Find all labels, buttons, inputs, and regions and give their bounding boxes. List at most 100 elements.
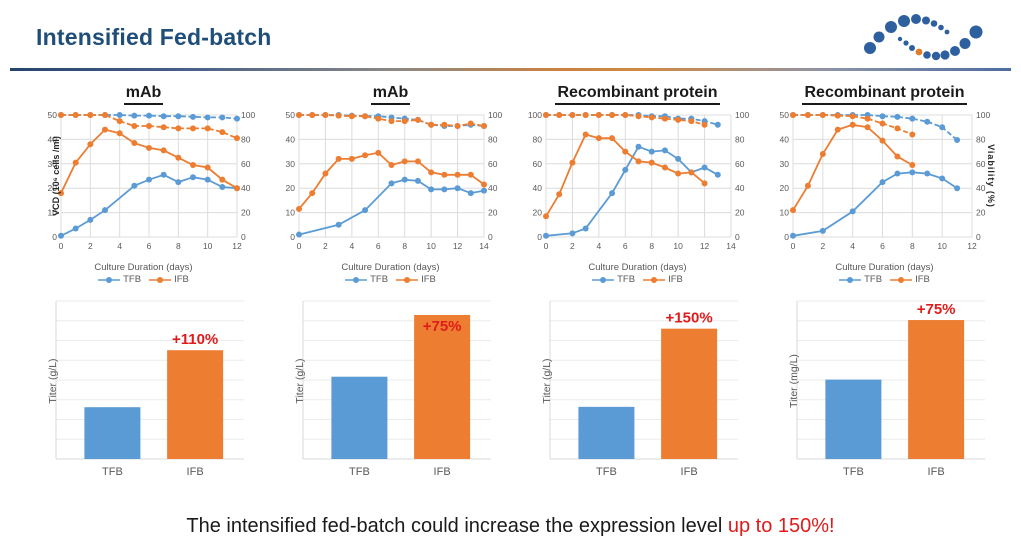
bar-category-label: IFB — [433, 466, 450, 478]
gridlines — [60, 114, 237, 238]
svg-text:30: 30 — [779, 159, 789, 169]
svg-text:6: 6 — [880, 241, 885, 251]
svg-text:20: 20 — [976, 208, 986, 218]
legend-label: TFB — [370, 274, 389, 285]
tick-labels: 0 20 40 60 80 100 0 20 40 60 80 100 0 2 4 6 8 10 12 14 — [527, 110, 749, 251]
line-chart: Viability (%) 0 10 20 30 40 50 0 20 40 60 80 100 0 2 4 6… — [766, 107, 1004, 264]
x-axis-label: Culture Duration (days) — [588, 262, 687, 273]
chart-column: Recombinant protein 0 20 40 60 80 100 0 20 40 60 80… — [516, 84, 759, 492]
svg-text:0: 0 — [290, 232, 295, 242]
legend-item-ifb: IFB — [396, 274, 436, 285]
legend-marker-icon — [98, 276, 121, 283]
header-divider — [10, 68, 1011, 71]
bar-chart: Titer (g/L) TFB IFB +150% — [534, 295, 742, 492]
series-tfb-viability — [789, 112, 960, 144]
svg-text:12: 12 — [967, 241, 977, 251]
company-logo-dots-icon — [864, 14, 983, 61]
chart-title: Recombinant protein — [802, 84, 967, 105]
legend-item-ifb: IFB — [643, 274, 683, 285]
legend-item-ifb: IFB — [149, 274, 189, 285]
increase-annotation: +75% — [916, 301, 955, 318]
legend-item-tfb: TFB — [592, 274, 635, 285]
svg-text:100: 100 — [527, 110, 541, 120]
bar-chart: Titer (g/L) TFB IFB +75% — [287, 295, 495, 492]
svg-text:0: 0 — [241, 232, 246, 242]
svg-text:0: 0 — [296, 241, 301, 251]
chart-title: mAb — [370, 84, 411, 105]
svg-text:80: 80 — [241, 134, 251, 144]
line-chart: 0 10 20 30 40 50 0 20 40 60 80 100 0 2 4 6 8 10 12 14 — [272, 107, 510, 264]
bar-tfb — [824, 379, 881, 459]
svg-text:10: 10 — [937, 241, 947, 251]
svg-text:14: 14 — [726, 241, 736, 251]
svg-text:10: 10 — [47, 208, 57, 218]
legend-item-ifb: IFB — [890, 274, 930, 285]
svg-text:2: 2 — [820, 241, 825, 251]
svg-text:10: 10 — [285, 208, 295, 218]
increase-annotation: +75% — [422, 318, 461, 335]
svg-text:30: 30 — [285, 159, 295, 169]
svg-text:0: 0 — [790, 241, 795, 251]
svg-text:40: 40 — [241, 183, 251, 193]
svg-text:2: 2 — [323, 241, 328, 251]
legend-label: IFB — [174, 274, 189, 285]
svg-text:60: 60 — [532, 159, 542, 169]
svg-text:20: 20 — [779, 183, 789, 193]
svg-text:12: 12 — [452, 241, 462, 251]
svg-text:80: 80 — [735, 134, 745, 144]
svg-text:100: 100 — [488, 110, 502, 120]
legend-label: TFB — [864, 274, 883, 285]
svg-text:60: 60 — [488, 159, 498, 169]
svg-text:80: 80 — [488, 134, 498, 144]
svg-text:20: 20 — [735, 208, 745, 218]
svg-text:0: 0 — [58, 241, 63, 251]
svg-text:8: 8 — [175, 241, 180, 251]
svg-text:8: 8 — [649, 241, 654, 251]
svg-text:40: 40 — [47, 134, 57, 144]
bar-chart: Titer (g/L) TFB IFB +110% — [40, 295, 248, 492]
svg-text:10: 10 — [779, 208, 789, 218]
svg-text:80: 80 — [532, 134, 542, 144]
bar-category-label: TFB — [843, 466, 864, 478]
series-ifb-vcd — [57, 126, 240, 197]
svg-text:40: 40 — [779, 134, 789, 144]
svg-text:30: 30 — [47, 159, 57, 169]
svg-text:80: 80 — [976, 134, 986, 144]
bar-chart-svg: TFB IFB +75% — [302, 300, 491, 478]
svg-text:20: 20 — [285, 183, 295, 193]
legend-label: TFB — [123, 274, 142, 285]
caption-black-text: The intensified fed-batch could increase… — [186, 515, 728, 537]
svg-text:0: 0 — [784, 232, 789, 242]
svg-text:4: 4 — [349, 241, 354, 251]
svg-text:100: 100 — [241, 110, 255, 120]
svg-text:6: 6 — [622, 241, 627, 251]
gridlines — [792, 114, 972, 238]
svg-text:6: 6 — [146, 241, 151, 251]
svg-text:4: 4 — [596, 241, 601, 251]
legend-item-tfb: TFB — [839, 274, 882, 285]
line-chart: VCD (10⁶ cells /ml) 0 10 20 30 40 50 0 20 40 60 80 1… — [25, 107, 263, 264]
bar-category-label: TFB — [596, 466, 617, 478]
legend-label: IFB — [668, 274, 683, 285]
caption: The intensified fed-batch could increase… — [0, 515, 1021, 538]
bar-category-label: IFB — [927, 466, 944, 478]
svg-text:40: 40 — [532, 183, 542, 193]
legend-marker-icon — [839, 276, 862, 283]
x-axis-label: Culture Duration (days) — [94, 262, 193, 273]
y-axis-label-right: Viability (%) — [985, 144, 996, 208]
bar-chart-svg: TFB IFB +150% — [549, 300, 738, 478]
svg-text:20: 20 — [532, 208, 542, 218]
series-tfb-vcd — [542, 143, 721, 239]
svg-text:0: 0 — [976, 232, 981, 242]
bar-ifb — [413, 314, 470, 459]
svg-text:8: 8 — [402, 241, 407, 251]
line-chart-svg: 0 10 20 30 40 50 0 20 40 60 80 100 0 2 4 6 8 10 12 14 — [285, 110, 502, 251]
svg-text:0: 0 — [488, 232, 493, 242]
svg-text:2: 2 — [570, 241, 575, 251]
svg-text:60: 60 — [735, 159, 745, 169]
series-ifb-vcd — [542, 131, 708, 220]
x-axis-label: Culture Duration (days) — [835, 262, 934, 273]
series-ifb-viability — [542, 112, 708, 128]
bar-tfb — [83, 407, 140, 459]
page-title: Intensified Fed-batch — [36, 24, 272, 50]
